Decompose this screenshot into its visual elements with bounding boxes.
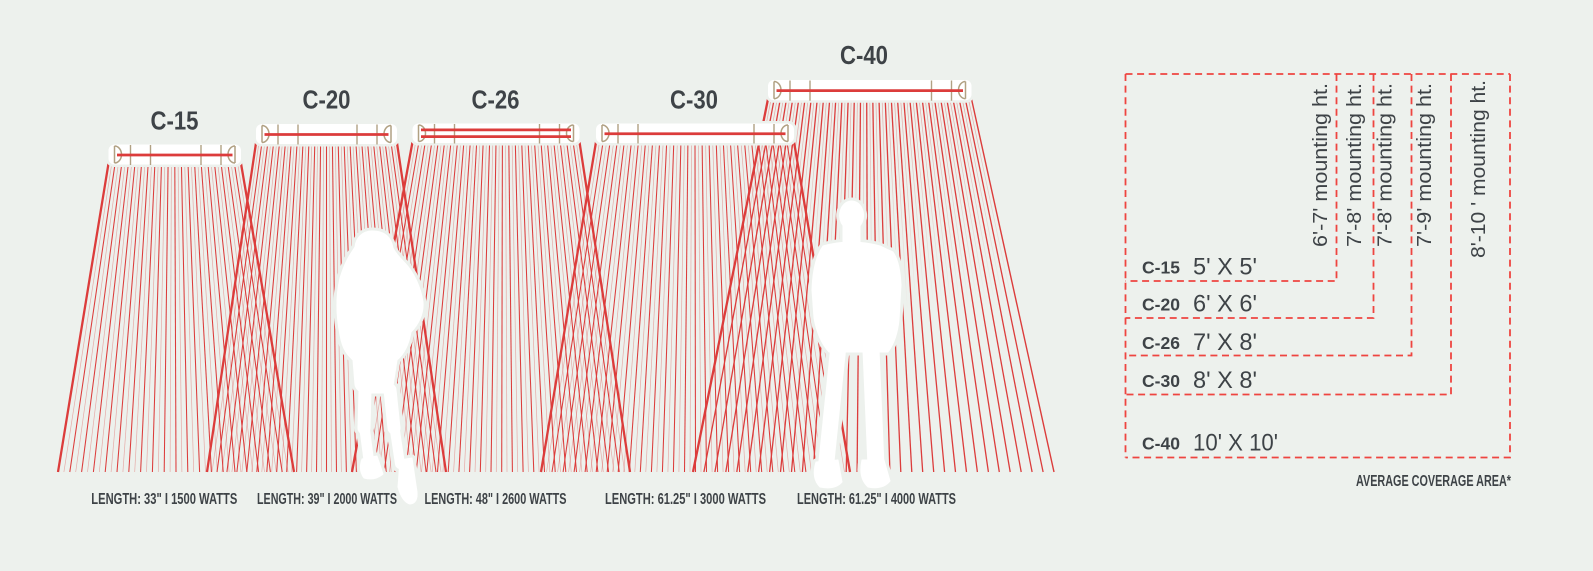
svg-text:7' X 8': 7' X 8' bbox=[1193, 329, 1257, 356]
svg-text:C-20: C-20 bbox=[303, 85, 351, 115]
svg-text:C-30: C-30 bbox=[670, 85, 718, 115]
svg-text:LENGTH: 39" I 2000 WATTS: LENGTH: 39" I 2000 WATTS bbox=[257, 491, 397, 508]
svg-text:7'-8' mounting ht.: 7'-8' mounting ht. bbox=[1344, 83, 1366, 247]
svg-text:7'-9' mounting ht.: 7'-9' mounting ht. bbox=[1414, 83, 1436, 247]
svg-text:LENGTH: 48" I 2600 WATTS: LENGTH: 48" I 2600 WATTS bbox=[425, 491, 567, 508]
svg-text:10' X 10': 10' X 10' bbox=[1193, 430, 1278, 457]
svg-text:LENGTH: 61.25" I 4000 WATTS: LENGTH: 61.25" I 4000 WATTS bbox=[797, 491, 956, 508]
svg-text:C-26: C-26 bbox=[472, 85, 520, 115]
svg-text:C-40: C-40 bbox=[840, 40, 888, 70]
svg-text:8'-10 ' mounting ht.: 8'-10 ' mounting ht. bbox=[1468, 80, 1490, 258]
svg-text:C-26: C-26 bbox=[1142, 333, 1180, 353]
svg-text:7'-8' mounting ht.: 7'-8' mounting ht. bbox=[1375, 83, 1397, 247]
svg-text:LENGTH: 33" I 1500 WATTS: LENGTH: 33" I 1500 WATTS bbox=[91, 491, 237, 508]
svg-text:C-40: C-40 bbox=[1142, 434, 1180, 454]
svg-text:C-20: C-20 bbox=[1142, 295, 1180, 315]
svg-text:8' X 8': 8' X 8' bbox=[1193, 367, 1257, 394]
svg-text:C-15: C-15 bbox=[1142, 258, 1180, 278]
svg-text:5' X 5': 5' X 5' bbox=[1193, 254, 1257, 281]
svg-text:6' X 6': 6' X 6' bbox=[1193, 291, 1257, 318]
svg-text:AVERAGE COVERAGE AREA*: AVERAGE COVERAGE AREA* bbox=[1356, 473, 1512, 490]
svg-text:6'-7' mounting ht.: 6'-7' mounting ht. bbox=[1310, 83, 1332, 247]
svg-text:LENGTH: 61.25" I 3000 WATTS: LENGTH: 61.25" I 3000 WATTS bbox=[605, 491, 766, 508]
svg-text:C-15: C-15 bbox=[151, 106, 199, 136]
svg-text:C-30: C-30 bbox=[1142, 371, 1180, 391]
